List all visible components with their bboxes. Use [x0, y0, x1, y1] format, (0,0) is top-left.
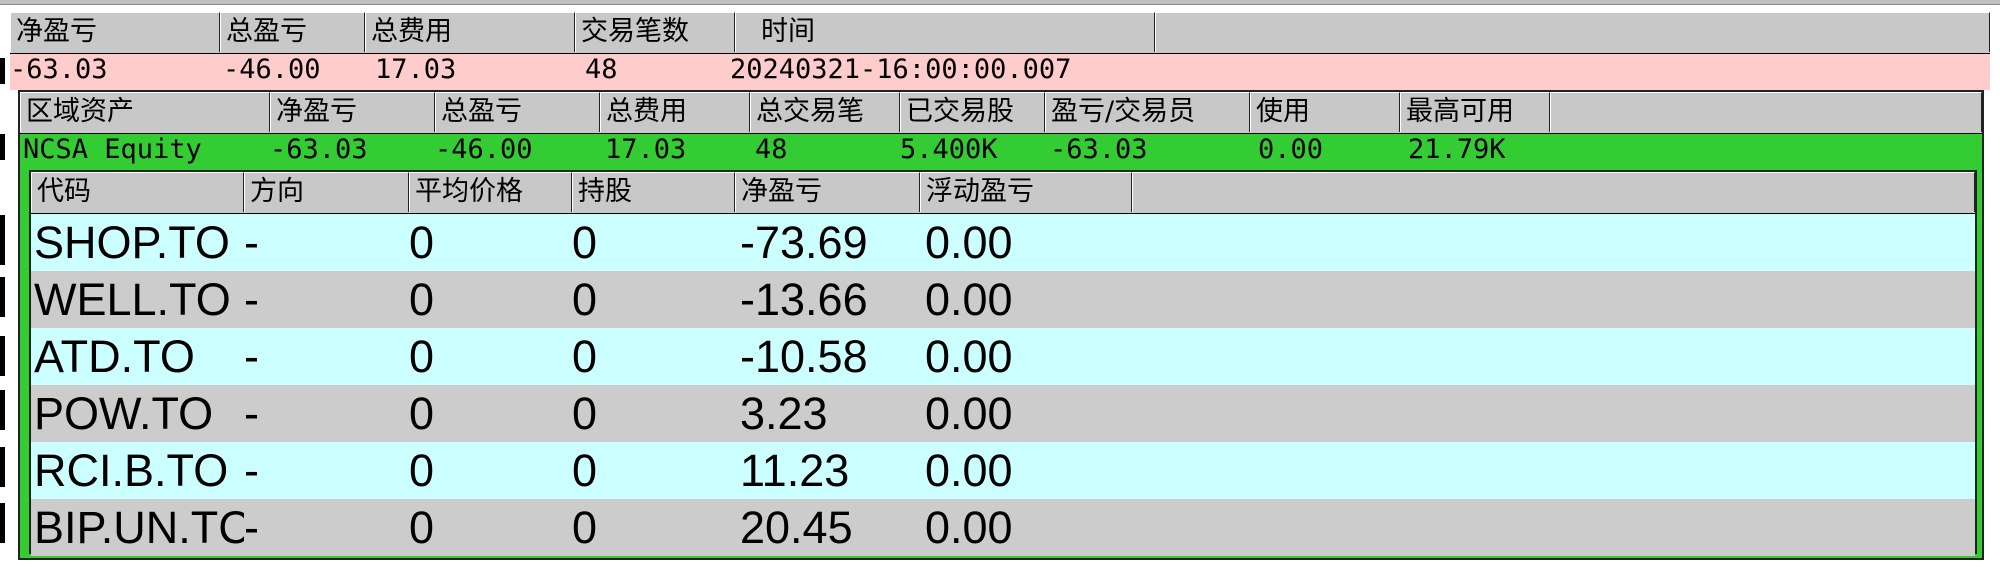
position-row[interactable]: SHOP.TO - 0 0 -73.69 0.00: [31, 214, 1975, 271]
position-float-pnl: 0.00: [925, 331, 1013, 382]
left-edge-tick: [0, 134, 5, 160]
position-net-pnl: -10.58: [740, 331, 868, 382]
left-edge-tick: [0, 336, 5, 376]
position-shares: 0: [572, 388, 598, 439]
summary-col-gross-pnl[interactable]: 总盈亏: [220, 12, 365, 52]
summary-time: 20240321-16:00:00.007: [730, 54, 1072, 85]
position-side: -: [244, 217, 259, 268]
left-edge-tick: [0, 58, 5, 84]
position-net-pnl: 3.23: [740, 388, 828, 439]
position-avg-price: 0: [409, 274, 435, 325]
region-col-total-trades[interactable]: 总交易笔: [750, 92, 900, 132]
position-avg-price: 0: [409, 217, 435, 268]
region-header: 区域资产 净盈亏 总盈亏 总费用 总交易笔 已交易股 盈亏/交易员 使用 最高可…: [20, 92, 1982, 134]
region-col-empty: [1550, 92, 1982, 132]
position-row[interactable]: POW.TO - 0 0 3.23 0.00: [31, 385, 1975, 442]
position-symbol: BIP.UN.TC: [34, 502, 244, 553]
position-symbol: POW.TO: [34, 388, 214, 439]
position-side: -: [244, 274, 259, 325]
position-side: -: [244, 445, 259, 496]
region-col-pnl-per-trader[interactable]: 盈亏/交易员: [1045, 92, 1250, 132]
summary-col-net-pnl[interactable]: 净盈亏: [10, 12, 220, 52]
position-float-pnl: 0.00: [925, 502, 1013, 553]
positions-table: 代码 方向 平均价格 持股 净盈亏 浮动盈亏 SHOP.TO -0 0 -73.69 0…: [29, 170, 1977, 556]
region-col-asset[interactable]: 区域资产: [20, 92, 270, 132]
position-float-pnl: 0.00: [925, 445, 1013, 496]
positions-col-side[interactable]: 方向: [244, 172, 409, 212]
region-col-max-available[interactable]: 最高可用: [1400, 92, 1550, 132]
positions-col-symbol[interactable]: 代码: [31, 172, 244, 212]
position-avg-price: 0: [409, 502, 435, 553]
position-shares: 0: [572, 445, 598, 496]
region-col-used[interactable]: 使用: [1250, 92, 1400, 132]
left-edge-tick: [0, 447, 5, 487]
position-row[interactable]: WELL.TO - 0 0 -13.66 0.00: [31, 271, 1975, 328]
positions-col-net-pnl[interactable]: 净盈亏: [735, 172, 920, 212]
summary-trades: 48: [585, 54, 618, 85]
region-row[interactable]: NCSA Equity -63.03 -46.00 17.03 48 5.400…: [20, 134, 1982, 168]
region-col-shares-traded[interactable]: 已交易股: [900, 92, 1045, 132]
position-symbol: WELL.TO: [34, 274, 231, 325]
summary-col-time[interactable]: 时间: [735, 12, 1155, 52]
positions-col-empty: [1132, 172, 1975, 212]
position-side: -: [244, 331, 259, 382]
left-edge-tick: [0, 277, 5, 317]
position-side: -: [244, 502, 259, 553]
position-net-pnl: 20.45: [740, 502, 853, 553]
region-panel: 区域资产 净盈亏 总盈亏 总费用 总交易笔 已交易股 盈亏/交易员 使用 最高可…: [18, 90, 1984, 560]
position-float-pnl: 0.00: [925, 217, 1013, 268]
region-net-pnl: -63.03: [270, 134, 368, 165]
region-col-fees[interactable]: 总费用: [600, 92, 750, 132]
summary-col-empty: [1155, 12, 1990, 52]
left-edge-tick: [0, 215, 5, 265]
position-avg-price: 0: [409, 388, 435, 439]
position-shares: 0: [572, 274, 598, 325]
position-float-pnl: 0.00: [925, 274, 1013, 325]
position-symbol: ATD.TO: [34, 331, 195, 382]
position-side: -: [244, 388, 259, 439]
summary-net-pnl: -63.03: [10, 54, 108, 85]
region-col-gross-pnl[interactable]: 总盈亏: [435, 92, 600, 132]
left-edge-tick: [0, 503, 5, 543]
region-total-trades: 48: [755, 134, 788, 165]
region-used: 0.00: [1258, 134, 1324, 165]
position-net-pnl: -13.66: [740, 274, 868, 325]
position-symbol: SHOP.TO: [34, 217, 230, 268]
positions-col-float-pnl[interactable]: 浮动盈亏: [920, 172, 1132, 212]
region-asset: NCSA Equity: [23, 134, 202, 165]
position-net-pnl: -73.69: [740, 217, 868, 268]
summary-col-fees[interactable]: 总费用: [365, 12, 575, 52]
position-row[interactable]: RCI.B.TO - 0 0 11.23 0.00: [31, 442, 1975, 499]
summary-fees: 17.03: [375, 54, 457, 85]
position-shares: 0: [572, 502, 598, 553]
window-top-border: [0, 0, 2000, 5]
positions-rows: SHOP.TO -0 0 -73.69 0.00 WELL.TO -0 0 -13.66 0.00…: [31, 214, 1975, 556]
summary-row[interactable]: -63.03 -46.00 17.03 48 20240321-16:00:00…: [10, 54, 1990, 90]
position-avg-price: 0: [409, 445, 435, 496]
positions-col-shares[interactable]: 持股: [572, 172, 735, 212]
positions-col-avg-price[interactable]: 平均价格: [409, 172, 572, 212]
position-row[interactable]: BIP.UN.TC - 0 0 20.45 0.00: [31, 499, 1975, 556]
region-pnl-per-trader: -63.03: [1050, 134, 1148, 165]
region-col-net-pnl[interactable]: 净盈亏: [270, 92, 435, 132]
position-row[interactable]: ATD.TO - 0 0 -10.58 0.00: [31, 328, 1975, 385]
region-fees: 17.03: [605, 134, 687, 165]
region-gross-pnl: -46.00: [435, 134, 533, 165]
region-max-available: 21.79K: [1408, 134, 1506, 165]
position-symbol: RCI.B.TO: [34, 445, 229, 496]
left-edge-tick: [0, 390, 5, 430]
position-shares: 0: [572, 217, 598, 268]
region-shares-traded: 5.400K: [900, 134, 998, 165]
summary-gross-pnl: -46.00: [223, 54, 321, 85]
position-shares: 0: [572, 331, 598, 382]
positions-header: 代码 方向 平均价格 持股 净盈亏 浮动盈亏: [31, 172, 1975, 214]
position-net-pnl: 11.23: [740, 445, 850, 496]
position-float-pnl: 0.00: [925, 388, 1013, 439]
region-body: NCSA Equity -63.03 -46.00 17.03 48 5.400…: [20, 134, 1982, 558]
summary-header: 净盈亏 总盈亏 总费用 交易笔数 时间: [10, 12, 1990, 54]
summary-col-trades[interactable]: 交易笔数: [575, 12, 735, 52]
position-avg-price: 0: [409, 331, 435, 382]
